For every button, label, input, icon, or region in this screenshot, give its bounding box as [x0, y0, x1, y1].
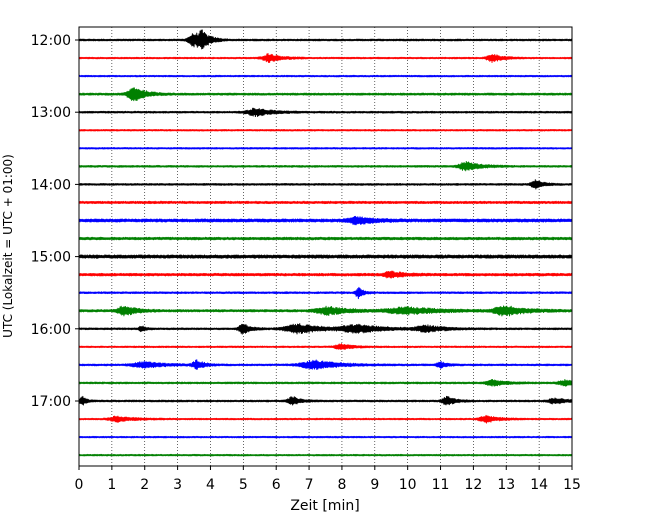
trace-row-4: [78, 107, 573, 118]
trace-row-16: [78, 323, 573, 335]
x-tick-label: 0: [75, 477, 84, 493]
x-tick-label: 8: [337, 477, 346, 493]
trace-row-5: [78, 128, 573, 132]
x-axis-label: Zeit [min]: [290, 498, 359, 514]
x-tick-label: 6: [272, 477, 281, 493]
x-tick-label: 2: [140, 477, 149, 493]
x-tick-label: 5: [239, 477, 248, 493]
x-tick-label: 4: [206, 477, 215, 493]
x-tick-label: 1: [107, 477, 116, 493]
y-tick-label: 13:00: [31, 105, 71, 121]
x-tick-label: 14: [530, 477, 548, 493]
y-axis-label: UTC (Lokalzeit = UTC + 01:00): [1, 154, 15, 338]
x-axis-ticks: 0 1 2 3 4 5 6 7 8 9 10 11 12 13 14 15: [75, 466, 581, 493]
trace-row-12: [78, 254, 573, 259]
trace-row-23: [78, 453, 573, 457]
trace-row-3: [78, 87, 573, 102]
y-axis-ticks: 12:00 13:00 14:00 15:00 16:00 17:00: [31, 33, 79, 410]
grid-lines: [111, 27, 540, 466]
seismogram-traces: [78, 29, 573, 457]
trace-row-7: [78, 160, 573, 172]
trace-row-15: [78, 305, 573, 317]
trace-row-1: [78, 53, 573, 64]
x-tick-label: 12: [464, 477, 482, 493]
x-tick-label: 9: [370, 477, 379, 493]
x-tick-label: 15: [563, 477, 581, 493]
trace-row-18: [78, 359, 573, 370]
trace-row-8: [78, 179, 573, 190]
trace-row-2: [78, 74, 573, 78]
trace-row-10: [78, 215, 573, 226]
x-tick-label: 10: [399, 477, 417, 493]
trace-row-0: [78, 29, 573, 50]
y-tick-label: 14:00: [31, 177, 71, 193]
plot-frame: [78, 26, 573, 467]
trace-row-22: [78, 435, 573, 439]
y-tick-label: 12:00: [31, 33, 71, 49]
x-tick-label: 3: [173, 477, 182, 493]
x-tick-label: 13: [497, 477, 515, 493]
trace-row-11: [78, 236, 573, 241]
trace-row-21: [78, 414, 573, 424]
y-tick-label: 17:00: [31, 394, 71, 410]
trace-row-9: [78, 200, 573, 205]
x-tick-label: 11: [432, 477, 450, 493]
trace-row-13: [78, 270, 573, 279]
trace-row-6: [78, 147, 573, 150]
y-tick-label: 15:00: [31, 250, 71, 266]
trace-row-17: [78, 343, 573, 350]
x-tick-label: 7: [305, 477, 314, 493]
y-tick-label: 16:00: [31, 322, 71, 338]
trace-row-19: [78, 379, 573, 387]
plot-background: [79, 27, 572, 466]
trace-row-14: [78, 286, 573, 300]
trace-row-20: [78, 395, 573, 406]
